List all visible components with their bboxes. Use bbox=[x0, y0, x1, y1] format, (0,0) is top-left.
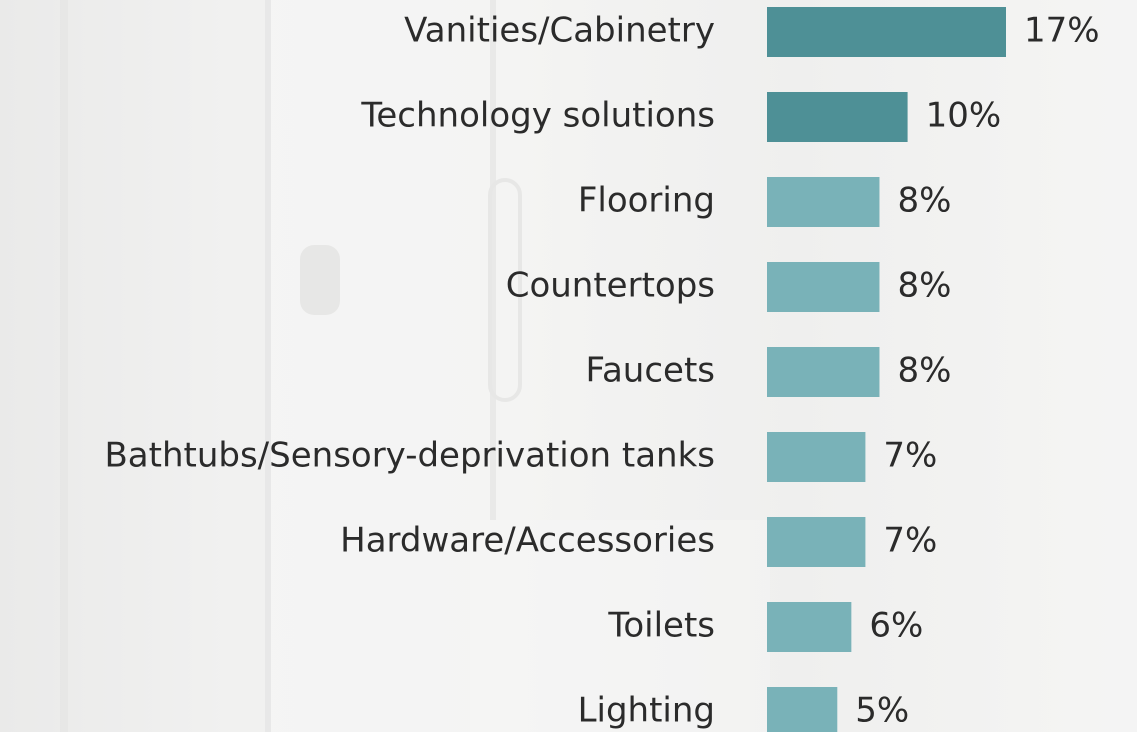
value-label: 8% bbox=[897, 181, 951, 221]
category-label: Bathtubs/Sensory-deprivation tanks bbox=[104, 436, 715, 476]
bar bbox=[767, 432, 866, 482]
category-label: Flooring bbox=[578, 181, 715, 221]
value-label: 7% bbox=[883, 521, 937, 561]
value-label: 7% bbox=[883, 436, 937, 476]
value-label: 8% bbox=[897, 351, 951, 391]
value-label: 8% bbox=[897, 266, 951, 306]
value-label: 5% bbox=[855, 691, 909, 731]
bar bbox=[767, 7, 1006, 57]
value-label: 6% bbox=[869, 606, 923, 646]
category-label: Toilets bbox=[607, 606, 715, 646]
bar bbox=[767, 602, 852, 652]
value-label: 10% bbox=[926, 96, 1002, 136]
category-label: Faucets bbox=[586, 351, 715, 391]
bar bbox=[767, 687, 838, 732]
category-label: Lighting bbox=[578, 691, 715, 731]
category-label: Countertops bbox=[506, 266, 715, 306]
category-label: Technology solutions bbox=[360, 96, 715, 136]
value-label: 17% bbox=[1024, 11, 1100, 51]
bar bbox=[767, 92, 908, 142]
bar bbox=[767, 262, 880, 312]
category-label: Vanities/Cabinetry bbox=[404, 11, 715, 51]
bar bbox=[767, 347, 880, 397]
bar bbox=[767, 177, 880, 227]
category-label: Hardware/Accessories bbox=[340, 521, 715, 561]
bar bbox=[767, 517, 866, 567]
